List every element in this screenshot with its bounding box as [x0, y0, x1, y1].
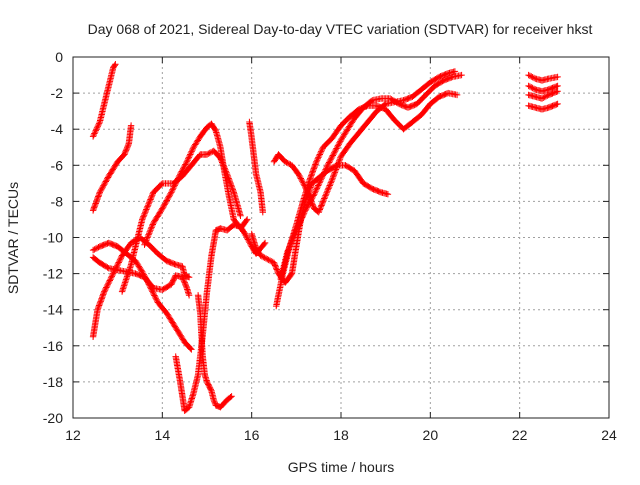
y-tick-label: -14	[43, 302, 63, 318]
series-markers	[246, 118, 266, 216]
data-series-5	[89, 254, 193, 299]
series-markers	[525, 100, 561, 113]
x-tick-label: 20	[423, 427, 439, 443]
y-tick-label: -12	[43, 266, 63, 282]
series-markers	[89, 254, 193, 299]
y-tick-label: -20	[43, 410, 63, 426]
data-series-7	[141, 120, 251, 248]
series-markers	[525, 71, 561, 84]
x-tick-label: 22	[512, 427, 528, 443]
data-series-8	[172, 221, 269, 414]
series-markers	[525, 88, 561, 102]
data-series-2	[89, 122, 135, 214]
chart-title: Day 068 of 2021, Sidereal Day-to-day VTE…	[88, 21, 593, 37]
series-markers	[141, 120, 251, 248]
axis-ticks: 12 14 16 18 20 22 24 0 -2 -4 -6 -8 -10 -12 -14 -16 -18 -2…	[43, 49, 617, 443]
y-tick-label: -16	[43, 338, 63, 354]
series-markers	[194, 292, 235, 411]
x-tick-label: 18	[333, 427, 349, 443]
y-tick-label: -6	[51, 157, 64, 173]
y-tick-label: -2	[51, 85, 64, 101]
x-tick-label: 16	[244, 427, 260, 443]
grid	[73, 57, 609, 418]
x-axis-label: GPS time / hours	[288, 459, 395, 475]
data-series-15	[525, 71, 561, 84]
data-series-3	[89, 234, 193, 340]
y-tick-label: -18	[43, 374, 63, 390]
series-markers	[172, 221, 269, 414]
data-series-9	[194, 292, 235, 411]
y-tick-label: -8	[51, 193, 64, 209]
x-tick-label: 14	[155, 427, 171, 443]
data-series-18	[525, 100, 561, 113]
x-tick-label: 12	[65, 427, 81, 443]
x-tick-label: 24	[601, 427, 617, 443]
data-series-10	[246, 118, 266, 216]
data-series-14	[277, 71, 465, 283]
series-markers	[89, 122, 135, 214]
data-series-1	[89, 61, 119, 140]
series-markers	[277, 71, 465, 283]
data-series-17	[525, 88, 561, 102]
y-tick-label: -10	[43, 230, 63, 246]
y-axis-label: SDTVAR / TECUs	[5, 182, 21, 294]
series-markers	[89, 61, 119, 140]
data-series-16	[525, 82, 561, 95]
data-series	[89, 61, 561, 414]
y-tick-label: 0	[55, 49, 63, 65]
series-markers	[89, 234, 193, 340]
series-markers	[525, 82, 561, 95]
y-tick-label: -4	[51, 121, 64, 137]
